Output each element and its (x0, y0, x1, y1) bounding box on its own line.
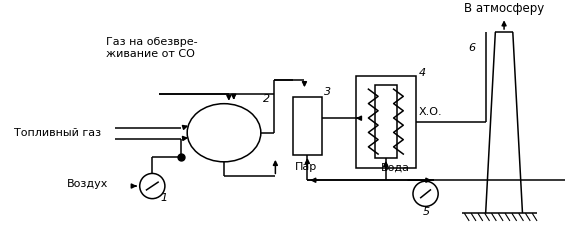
Text: В атмосферу: В атмосферу (464, 2, 544, 15)
Text: Вода: Вода (381, 162, 410, 173)
Text: 5: 5 (422, 207, 430, 217)
Text: Воздух: Воздух (67, 179, 108, 189)
Text: Газ на обезвре-
живание от СО: Газ на обезвре- живание от СО (106, 37, 197, 59)
Bar (293, 97, 322, 155)
Bar (356, 76, 416, 168)
Text: 3: 3 (324, 87, 331, 97)
Text: Топливный газ: Топливный газ (14, 128, 101, 138)
Text: Пар: Пар (295, 162, 317, 173)
Text: 6: 6 (468, 43, 475, 53)
Bar (375, 85, 397, 158)
Text: 4: 4 (419, 67, 426, 78)
Text: Х.О.: Х.О. (419, 107, 443, 117)
Text: 2: 2 (263, 94, 270, 104)
Text: 1: 1 (160, 193, 167, 203)
